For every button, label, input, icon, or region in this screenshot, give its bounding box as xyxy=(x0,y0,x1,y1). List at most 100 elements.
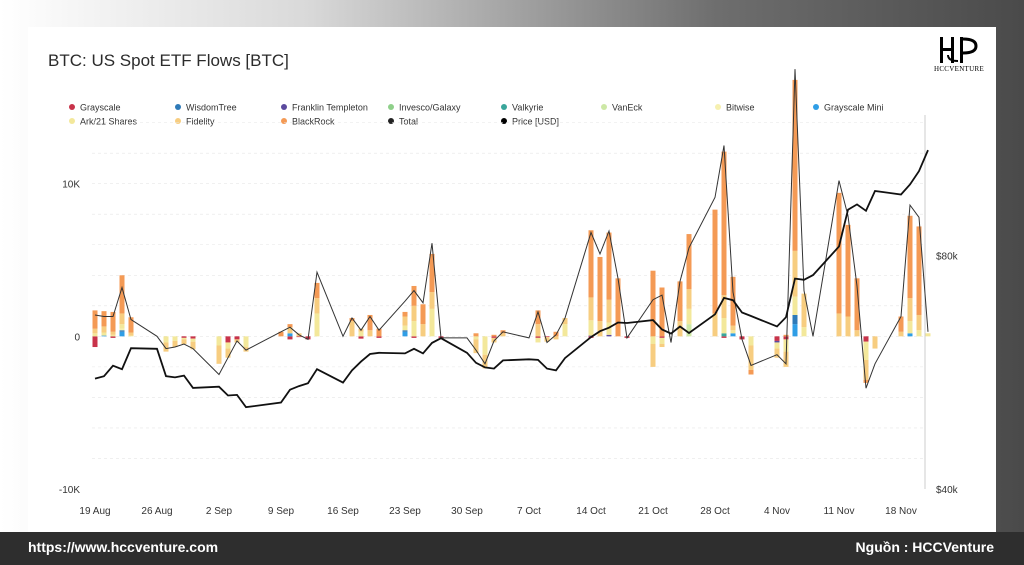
footer-url[interactable]: https://www.hccventure.com xyxy=(28,539,219,555)
bar-segment xyxy=(783,339,789,352)
bar-segment xyxy=(110,334,116,337)
bar-segment xyxy=(349,318,355,322)
x-tick-label: 30 Sep xyxy=(451,506,483,517)
legend-label: Grayscale Mini xyxy=(824,103,884,113)
bar-segment xyxy=(367,314,373,331)
legend-label: Valkyrie xyxy=(512,103,543,113)
bar-segment xyxy=(243,347,249,352)
bar-segment xyxy=(296,336,302,338)
bar-segment xyxy=(606,232,612,300)
bar-segment xyxy=(925,333,931,337)
bar-segment xyxy=(225,348,231,358)
bar-segment xyxy=(181,336,187,338)
bar-segment xyxy=(101,335,107,337)
bar-segment xyxy=(482,354,488,369)
bar-segment xyxy=(721,318,727,334)
bar-segment xyxy=(783,334,789,337)
bar-segment xyxy=(402,325,408,331)
bar-segment xyxy=(110,336,116,338)
bar-segment xyxy=(119,313,125,325)
bar-segment xyxy=(101,311,107,327)
bar-segment xyxy=(792,314,798,325)
bar-segment xyxy=(863,336,869,342)
legend-label: Fidelity xyxy=(186,117,215,127)
legend-label: Ark/21 Shares xyxy=(80,117,138,127)
footer-source: Nguồn : HCCVenture xyxy=(855,539,994,555)
bar-segment xyxy=(898,316,904,332)
legend-label: VanEck xyxy=(612,103,643,113)
legend-marker xyxy=(501,118,507,124)
legend-label: Invesco/Galaxy xyxy=(399,103,461,113)
bar-segment xyxy=(774,340,780,343)
bar-segment xyxy=(544,337,550,342)
bar-segment xyxy=(544,336,550,338)
bar-segment xyxy=(801,327,807,337)
y-tick-label: 0 xyxy=(74,332,80,343)
bar-segment xyxy=(677,321,683,337)
bar-segment xyxy=(774,348,780,358)
chart-title: BTC: US Spot ETF Flows [BTC] xyxy=(48,51,289,70)
bar-segment xyxy=(278,331,284,337)
price-line xyxy=(94,149,929,409)
bar-segment xyxy=(562,318,568,325)
bar-segment xyxy=(101,332,107,336)
bar-segment xyxy=(845,224,851,317)
bar-segment xyxy=(119,330,125,332)
bar-segment xyxy=(712,209,718,314)
bar-segment xyxy=(429,253,435,293)
legend-marker xyxy=(601,104,607,110)
bar-segment xyxy=(898,331,904,337)
bar-segment xyxy=(172,336,178,341)
x-tick-label: 28 Oct xyxy=(700,506,730,517)
bar-segment xyxy=(420,304,426,325)
bar-segment xyxy=(535,337,541,343)
total-line xyxy=(94,69,929,389)
x-tick-label: 19 Aug xyxy=(79,506,110,517)
bar-segment xyxy=(597,256,603,322)
bar-segment xyxy=(216,336,222,346)
bar-segment xyxy=(190,341,196,350)
bar-segment xyxy=(792,296,798,315)
bar-segment xyxy=(836,192,842,314)
bar-segment xyxy=(836,313,842,337)
bar-segment xyxy=(659,336,665,338)
y-tick-label: 10K xyxy=(62,180,80,191)
bar-segment xyxy=(916,314,922,331)
bar-segment xyxy=(500,333,506,337)
bar-segment xyxy=(721,336,727,338)
bar-segment xyxy=(721,333,727,337)
bar-segment xyxy=(650,270,656,337)
bar-segment xyxy=(92,328,98,334)
bar-segment xyxy=(314,313,320,337)
bar-segment xyxy=(128,317,134,333)
x-tick-label: 18 Nov xyxy=(885,506,917,517)
legend-marker xyxy=(281,104,287,110)
bar-segment xyxy=(420,324,426,337)
bar-segment xyxy=(402,311,408,317)
legend-marker xyxy=(388,104,394,110)
bar-segment xyxy=(119,275,125,314)
bar-segment xyxy=(225,336,231,343)
bar-segment xyxy=(482,336,488,355)
bar-segment xyxy=(287,324,293,328)
bar-segment xyxy=(748,369,754,375)
legend-label: Bitwise xyxy=(726,103,755,113)
bar-segment xyxy=(686,234,692,290)
bar-segment xyxy=(402,316,408,326)
bar-segment xyxy=(677,281,683,322)
bar-segment xyxy=(225,342,231,349)
legend-marker xyxy=(813,104,819,110)
bar-segment xyxy=(163,336,169,343)
bar-segment xyxy=(863,360,869,380)
bar-segment xyxy=(845,316,851,337)
bar-segment xyxy=(92,310,98,329)
bar-segment xyxy=(411,321,417,337)
x-tick-label: 14 Oct xyxy=(576,506,606,517)
legend-marker xyxy=(715,104,721,110)
bar-segment xyxy=(535,324,541,337)
bar-segment xyxy=(774,336,780,341)
bar-segment xyxy=(907,321,913,334)
bar-segment xyxy=(863,341,869,361)
bar-segment xyxy=(429,292,435,309)
bar-segment xyxy=(730,333,736,337)
